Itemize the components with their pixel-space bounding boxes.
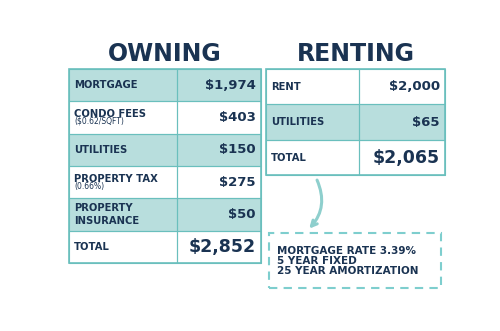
Bar [359, 140, 446, 175]
Bar [266, 69, 359, 104]
Text: $2,000: $2,000 [389, 80, 440, 93]
Text: ($0.62/SQFT): ($0.62/SQFT) [74, 117, 124, 126]
Bar [68, 69, 178, 101]
Bar [266, 140, 359, 175]
Text: PROPERTY
INSURANCE: PROPERTY INSURANCE [74, 203, 139, 226]
Text: TOTAL: TOTAL [271, 153, 307, 163]
Text: RENTING: RENTING [296, 42, 414, 66]
Text: $2,065: $2,065 [373, 149, 440, 166]
Text: $65: $65 [412, 116, 440, 129]
Bar [266, 69, 359, 104]
Text: 5 YEAR FIXED: 5 YEAR FIXED [277, 256, 357, 266]
Bar [178, 231, 261, 263]
Bar [178, 69, 261, 101]
Text: UTILITIES: UTILITIES [271, 117, 324, 127]
Bar [266, 140, 359, 175]
Text: $403: $403 [218, 111, 256, 124]
Bar [359, 104, 446, 140]
Bar [359, 69, 446, 104]
Text: PROPERTY TAX: PROPERTY TAX [74, 174, 158, 184]
Bar [68, 166, 178, 198]
Text: $275: $275 [219, 176, 256, 189]
Bar [178, 231, 261, 263]
Bar [266, 104, 359, 140]
Text: $50: $50 [228, 208, 256, 221]
Bar [68, 166, 178, 198]
Bar [178, 166, 261, 198]
Bar [178, 101, 261, 134]
Text: RENT: RENT [271, 82, 300, 92]
Bar [359, 140, 446, 175]
Bar [178, 166, 261, 198]
Bar [178, 134, 261, 166]
Bar [178, 198, 261, 231]
Text: 25 YEAR AMORTIZATION: 25 YEAR AMORTIZATION [277, 266, 418, 276]
FancyBboxPatch shape [270, 233, 442, 288]
Bar [266, 104, 359, 140]
Text: CONDO FEES: CONDO FEES [74, 109, 146, 119]
Text: $150: $150 [219, 143, 256, 156]
Text: MORTGAGE RATE 3.39%: MORTGAGE RATE 3.39% [277, 246, 416, 256]
Bar [359, 69, 446, 104]
Text: OWNING: OWNING [108, 42, 222, 66]
Bar [68, 69, 178, 101]
Bar [68, 231, 178, 263]
Bar [68, 198, 178, 231]
Bar [68, 231, 178, 263]
Bar [178, 134, 261, 166]
Bar [359, 104, 446, 140]
Bar [266, 69, 446, 175]
Bar [178, 69, 261, 101]
Bar [68, 101, 178, 134]
Bar [178, 101, 261, 134]
Bar [178, 198, 261, 231]
Text: TOTAL: TOTAL [74, 242, 110, 252]
Bar [68, 134, 178, 166]
Text: $1,974: $1,974 [204, 79, 256, 92]
Text: MORTGAGE: MORTGAGE [74, 80, 138, 90]
Bar [68, 69, 261, 263]
Bar [68, 101, 178, 134]
Text: UTILITIES: UTILITIES [74, 145, 128, 155]
Text: $2,852: $2,852 [188, 238, 256, 256]
Bar [68, 198, 178, 231]
Bar [68, 134, 178, 166]
Text: (0.66%): (0.66%) [74, 181, 104, 191]
